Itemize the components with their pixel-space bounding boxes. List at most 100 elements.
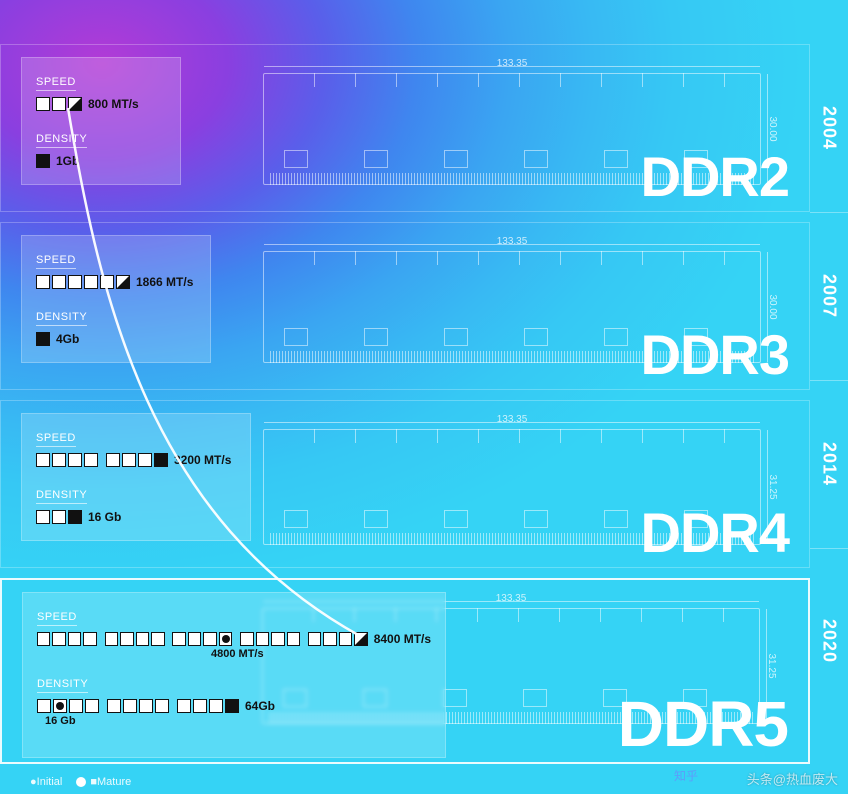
chip — [120, 632, 133, 646]
watermark-right: 头条@热血废大 — [747, 769, 838, 788]
year-cell: 2007 — [810, 212, 848, 380]
dimm-length-label: 133.35 — [496, 593, 527, 604]
speed-value: 1866 MT/s — [136, 275, 193, 289]
chip — [52, 453, 66, 467]
density-chips: 1Gb — [36, 154, 166, 168]
chip — [139, 699, 153, 713]
chip — [155, 699, 169, 713]
chip — [106, 453, 120, 467]
chip — [256, 632, 269, 646]
generation-label: DDR3 — [641, 327, 789, 383]
dimm-length-label: 133.35 — [497, 58, 528, 69]
dimm-height-label: 31.25 — [766, 653, 777, 678]
chip — [37, 699, 51, 713]
legend-mature: ■Mature — [76, 776, 131, 788]
stat-panel: SPEED800 MT/sDENSITY1Gb — [21, 57, 181, 185]
generation-row-ddr4: 133.35 31.25 DDR4 SPEED 3200 MT/s DENSITY16 G… — [0, 400, 810, 568]
density-value: 4Gb — [56, 332, 79, 346]
generation-row-ddr3: 133.3530.00DDR3SPEED1866 MT/sDENSITY4Gb — [0, 222, 810, 390]
density-value: 16 Gb — [88, 510, 121, 524]
chip — [100, 275, 114, 289]
speed-sub-value: 4800 MT/s — [211, 648, 264, 660]
speed-label: SPEED — [36, 432, 76, 447]
chip — [36, 332, 50, 346]
legend-initial: ●Initial — [16, 776, 62, 788]
density-chips: 16 Gb — [36, 510, 236, 524]
chip — [188, 632, 201, 646]
legend: ●Initial ■Mature — [16, 776, 131, 788]
stat-panel: SPEED 8400 MT/s4800 MT/s DENSITY 64Gb16 Gb — [22, 592, 446, 758]
chip — [68, 97, 82, 111]
watermark-left: 知乎 — [674, 767, 698, 784]
chip — [36, 154, 50, 168]
chip — [138, 453, 152, 467]
chip — [240, 632, 253, 646]
density-label: DENSITY — [37, 678, 88, 693]
dimm-height-label: 31.25 — [767, 474, 778, 499]
chip — [308, 632, 321, 646]
speed-value: 800 MT/s — [88, 97, 139, 111]
chip — [116, 275, 130, 289]
chip — [84, 275, 98, 289]
chip — [52, 632, 65, 646]
chip — [84, 453, 98, 467]
dimm-height-label: 30.00 — [767, 116, 778, 141]
generation-label: DDR4 — [641, 505, 789, 561]
chip — [172, 632, 185, 646]
chip — [85, 699, 99, 713]
speed-chips: 800 MT/s — [36, 97, 166, 111]
speed-chips: 8400 MT/s4800 MT/s — [37, 632, 431, 646]
chip — [123, 699, 137, 713]
year-label: 2014 — [819, 442, 840, 486]
density-value: 1Gb — [56, 154, 79, 168]
year-cell: 2014 — [810, 380, 848, 548]
chip — [36, 453, 50, 467]
year-cell: 2020 — [810, 548, 848, 734]
chip — [151, 632, 164, 646]
year-label: 2004 — [819, 106, 840, 150]
dimm-length-label: 133.35 — [497, 414, 528, 425]
chip — [53, 699, 67, 713]
density-label: DENSITY — [36, 489, 87, 504]
dimm-height-label: 30.00 — [767, 294, 778, 319]
chip — [287, 632, 300, 646]
chip — [68, 275, 82, 289]
chip — [36, 275, 50, 289]
chip — [36, 510, 50, 524]
speed-label: SPEED — [37, 611, 77, 626]
chip — [209, 699, 223, 713]
chip — [68, 453, 82, 467]
density-chips: 64Gb16 Gb — [37, 699, 431, 713]
chip — [193, 699, 207, 713]
chip — [52, 275, 66, 289]
chip — [107, 699, 121, 713]
chip — [136, 632, 149, 646]
chip — [203, 632, 216, 646]
speed-label: SPEED — [36, 254, 76, 269]
speed-chips: 1866 MT/s — [36, 275, 196, 289]
density-chips: 4Gb — [36, 332, 196, 346]
year-column: 2004 2007 2014 2020 — [810, 44, 848, 764]
chip — [219, 632, 232, 646]
generation-label: DDR2 — [641, 149, 789, 205]
speed-chips: 3200 MT/s — [36, 453, 236, 467]
chip — [83, 632, 96, 646]
chip — [36, 97, 50, 111]
chip — [154, 453, 168, 467]
chip — [339, 632, 352, 646]
chip — [68, 510, 82, 524]
chip — [323, 632, 336, 646]
chip — [122, 453, 136, 467]
generation-row-ddr2: 133.3530.00DDR2SPEED800 MT/sDENSITY1Gb — [0, 44, 810, 212]
chip — [52, 510, 66, 524]
chip — [105, 632, 118, 646]
generation-label: DDR5 — [618, 692, 788, 756]
chip — [68, 632, 81, 646]
speed-value: 3200 MT/s — [174, 453, 231, 467]
speed-label: SPEED — [36, 76, 76, 91]
generation-row-ddr5: 133.35 31.25 DDR5 SPEED 8400 MT/s4800 MT/s DE… — [0, 578, 810, 764]
stat-panel: SPEED 3200 MT/s DENSITY16 Gb — [21, 413, 251, 541]
chip — [354, 632, 367, 646]
density-value: 64Gb — [245, 699, 275, 713]
chip — [37, 632, 50, 646]
